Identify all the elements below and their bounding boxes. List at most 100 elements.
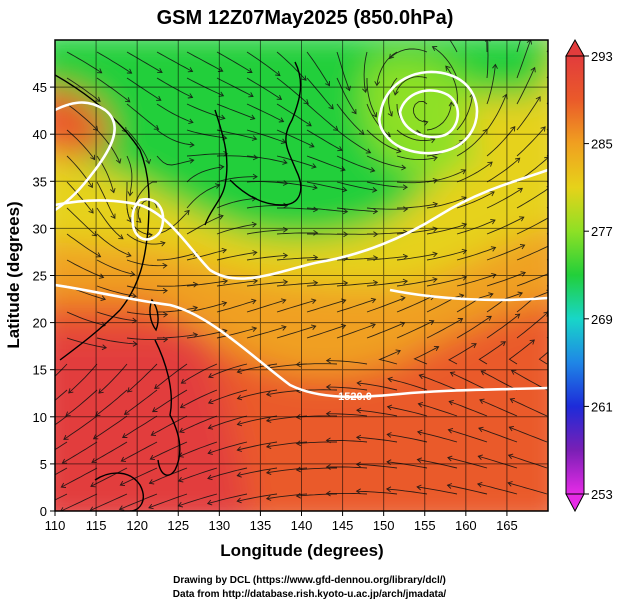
- streamline: [396, 253, 438, 261]
- streamline-arrowhead: [101, 344, 108, 351]
- streamline: [216, 280, 258, 287]
- streamline-arrowhead: [251, 221, 258, 228]
- streamline-arrowhead: [529, 339, 535, 345]
- streamline-arrowhead: [221, 300, 228, 307]
- streamline-arrowhead: [60, 482, 67, 488]
- streamline-arrowhead: [432, 251, 438, 258]
- x-axis-label: Longitude (degrees): [220, 541, 383, 560]
- streamline-arrowhead: [447, 455, 453, 462]
- streamline-arrowhead: [312, 280, 319, 286]
- streamline-arrowhead: [61, 458, 68, 464]
- y-tick-label: 25: [33, 269, 47, 284]
- streamline-arrowhead: [222, 278, 229, 285]
- streamline-arrowhead: [247, 68, 253, 73]
- streamline: [156, 77, 193, 98]
- streamline: [447, 457, 488, 469]
- streamline: [326, 360, 368, 365]
- streamline-arrowhead: [325, 81, 330, 87]
- streamline-arrowhead: [303, 99, 309, 105]
- streamline: [366, 297, 406, 313]
- streamline: [456, 219, 496, 235]
- streamline: [336, 257, 378, 261]
- streamline-arrowhead: [68, 388, 74, 394]
- streamline: [126, 233, 165, 245]
- streamline-arrowhead: [120, 456, 127, 462]
- streamline: [396, 320, 434, 339]
- streamline-arrowhead: [488, 292, 494, 298]
- streamline-arrowhead: [449, 371, 456, 377]
- streamline-arrowhead: [515, 157, 521, 163]
- streamline: [306, 103, 339, 131]
- coastline-china: [55, 74, 150, 361]
- streamline: [126, 103, 159, 130]
- streamline: [62, 441, 98, 464]
- streamline-arrowhead: [374, 81, 381, 87]
- coastline-borneo: [94, 472, 144, 511]
- streamline-arrowhead: [282, 159, 288, 165]
- streamline: [237, 467, 278, 477]
- streamline: [336, 77, 357, 114]
- streamline: [479, 399, 518, 417]
- streamline: [456, 247, 496, 261]
- streamline-arrowhead: [87, 182, 93, 189]
- streamline: [326, 386, 368, 391]
- streamline-arrowhead: [265, 443, 272, 450]
- streamline-arrowhead: [517, 291, 524, 297]
- x-tick-label: 150: [373, 518, 395, 533]
- streamline: [156, 334, 198, 339]
- streamline-arrowhead: [236, 497, 242, 504]
- gridlines: [55, 40, 548, 511]
- streamline: [456, 293, 494, 313]
- x-tick-label: 165: [496, 518, 518, 533]
- streamline: [181, 363, 218, 384]
- streamline: [396, 278, 437, 287]
- streamline: [336, 103, 365, 135]
- streamline-arrowhead: [563, 17, 567, 22]
- streamline-arrowhead: [220, 114, 226, 121]
- streamline-arrowhead: [248, 92, 254, 98]
- streamline-arrowhead: [295, 361, 301, 368]
- streamline-arrowhead: [432, 155, 438, 162]
- streamline-arrowhead: [180, 378, 187, 384]
- colorbar: 293 285 277 269 261 253: [565, 38, 613, 513]
- y-axis-ticks: 0 5 10 15 20 25 30 35 40 45: [33, 80, 55, 519]
- streamline-arrowhead: [477, 454, 483, 460]
- streamline: [122, 415, 158, 438]
- streamline-arrowhead: [218, 91, 225, 97]
- streamline: [156, 283, 198, 287]
- streamline-arrowhead: [356, 407, 362, 414]
- streamline: [336, 181, 377, 191]
- streamline: [387, 378, 428, 391]
- streamline-arrowhead: [448, 399, 454, 406]
- streamline: [237, 493, 278, 502]
- isohypses: [55, 70, 548, 399]
- streamline: [246, 254, 288, 261]
- streamline: [326, 466, 368, 469]
- streamline: [120, 467, 158, 486]
- contour-typhoon-loop: [131, 197, 165, 241]
- streamline: [186, 51, 223, 72]
- streamline-arrowhead: [416, 484, 422, 491]
- streamline: [356, 490, 398, 495]
- streamline: [68, 363, 98, 394]
- streamline-arrowhead: [192, 281, 199, 288]
- streamline: [356, 409, 398, 417]
- streamline: [237, 389, 278, 400]
- streamline: [96, 259, 135, 276]
- streamline-arrowhead: [312, 206, 319, 213]
- streamline-arrowhead: [187, 67, 194, 73]
- streamline: [237, 441, 278, 451]
- streamline-arrowhead: [447, 427, 454, 434]
- streamline-arrowhead: [31, 483, 36, 487]
- streamline-arrowhead: [416, 457, 422, 464]
- streamline-arrowhead: [265, 495, 272, 501]
- streamline-arrowhead: [265, 417, 272, 423]
- credit-data: Data from http://database.rish.kyoto-u.a…: [172, 589, 447, 600]
- y-tick-label: 0: [40, 504, 47, 519]
- streamline-arrowhead: [236, 394, 243, 401]
- streamline-arrowhead: [325, 490, 331, 497]
- streamline-arrowhead: [418, 373, 424, 380]
- y-axis-label: Latitude (degrees): [4, 201, 23, 348]
- streamline-arrowhead: [34, 435, 39, 439]
- streamline: [216, 299, 256, 313]
